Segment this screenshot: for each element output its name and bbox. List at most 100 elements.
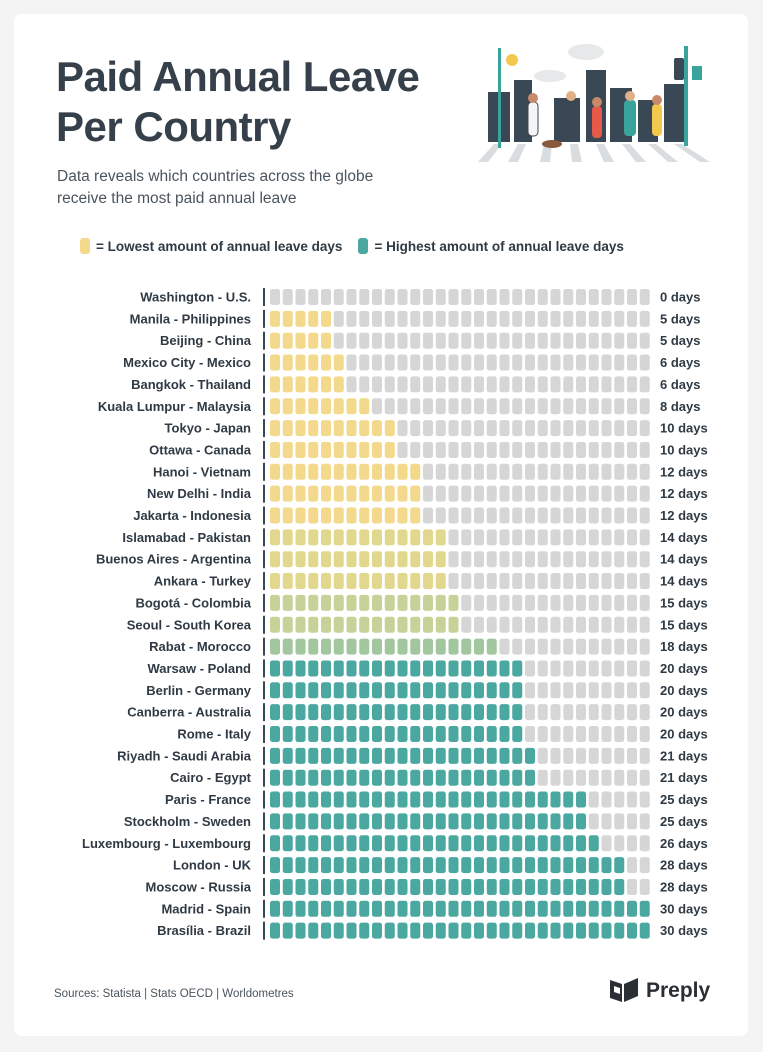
day-cell-empty xyxy=(537,354,548,371)
day-cell-filled xyxy=(321,463,331,480)
day-cell-empty xyxy=(601,835,612,852)
day-cell-filled xyxy=(410,594,421,611)
city-crosswalk-illustration xyxy=(478,44,710,162)
day-cell-empty xyxy=(627,813,637,830)
day-cell-filled xyxy=(435,791,446,808)
day-cell-filled xyxy=(435,573,446,590)
axis-tick xyxy=(263,550,265,569)
day-cell-filled xyxy=(397,747,408,764)
day-cell-empty xyxy=(588,485,599,502)
day-cell-filled xyxy=(282,485,293,502)
day-cell-filled xyxy=(576,922,586,939)
day-cell-filled xyxy=(397,704,408,721)
day-cell-empty xyxy=(627,747,637,764)
chart-row: Paris - France 25 days xyxy=(165,790,708,809)
day-cell-empty xyxy=(639,551,650,568)
axis-tick xyxy=(263,288,265,306)
chart-row: Luxembourg - Luxembourg 26 days xyxy=(82,834,708,853)
day-cell-empty xyxy=(525,310,535,327)
day-cell-empty xyxy=(614,791,625,808)
day-cell-empty xyxy=(601,332,612,349)
day-cell-empty xyxy=(372,354,382,371)
day-cell-filled xyxy=(372,747,382,764)
category-label: Islamabad - Pakistan xyxy=(122,530,251,545)
day-cell-empty xyxy=(627,420,637,437)
day-cell-empty xyxy=(512,616,523,633)
day-cell-filled xyxy=(282,835,293,852)
day-cell-filled xyxy=(512,857,523,874)
day-cell-filled xyxy=(588,835,599,852)
day-cell-filled xyxy=(346,900,357,917)
day-cell-empty xyxy=(537,420,548,437)
day-cell-filled xyxy=(333,354,344,371)
axis-tick xyxy=(263,834,265,853)
day-cell-empty xyxy=(614,529,625,546)
axis-tick xyxy=(263,309,265,328)
day-cell-empty xyxy=(588,332,599,349)
day-cell-empty xyxy=(474,441,484,458)
day-cell-filled xyxy=(372,573,382,590)
axis-tick xyxy=(263,746,265,765)
day-cell-filled xyxy=(321,878,331,895)
day-cell-filled xyxy=(333,594,344,611)
day-cell-filled xyxy=(435,769,446,786)
chart-row: Bangkok - Thailand 6 days xyxy=(131,375,700,394)
value-label: 30 days xyxy=(660,901,708,916)
day-cell-empty xyxy=(563,594,574,611)
day-cell-filled xyxy=(512,769,523,786)
chart-row: Seoul - South Korea 15 days xyxy=(127,615,708,634)
day-cell-empty xyxy=(627,441,637,458)
day-cell-filled xyxy=(397,878,408,895)
day-cell-empty xyxy=(588,529,599,546)
day-cell-empty xyxy=(627,878,637,895)
axis-tick xyxy=(263,812,265,831)
subtitle-line-1: Data reveals which countries across the … xyxy=(57,168,374,185)
chart-row: Ottawa - Canada 10 days xyxy=(149,440,708,459)
day-cell-filled xyxy=(397,726,408,742)
day-cell-filled xyxy=(397,551,408,568)
day-cell-empty xyxy=(359,310,370,327)
day-cell-filled xyxy=(499,660,510,677)
day-cell-filled xyxy=(410,682,421,699)
day-cell-filled xyxy=(372,813,382,830)
day-cell-filled xyxy=(372,529,382,546)
day-cell-empty xyxy=(423,398,433,415)
value-label: 20 days xyxy=(660,727,708,742)
day-cell-empty xyxy=(448,310,459,327)
day-cell-filled xyxy=(448,616,459,633)
legend-low-swatch xyxy=(80,238,90,254)
day-cell-filled xyxy=(346,747,357,764)
day-cell-filled xyxy=(346,704,357,721)
day-cell-filled xyxy=(308,726,319,742)
day-cell-filled xyxy=(308,485,319,502)
day-cell-filled xyxy=(448,791,459,808)
axis-tick xyxy=(263,899,265,918)
day-cell-filled xyxy=(346,878,357,895)
chart-row: Rome - Italy 20 days xyxy=(177,725,708,743)
day-cell-filled xyxy=(321,682,331,699)
day-cell-filled xyxy=(435,638,446,655)
day-cell-filled xyxy=(270,922,280,939)
day-cell-empty xyxy=(639,726,650,742)
day-cell-empty xyxy=(601,594,612,611)
category-label: Rome - Italy xyxy=(177,727,251,742)
day-cell-filled xyxy=(423,638,433,655)
day-cell-empty xyxy=(423,289,433,305)
axis-tick xyxy=(263,768,265,787)
day-cell-empty xyxy=(448,573,459,590)
day-cell-empty xyxy=(588,616,599,633)
day-cell-filled xyxy=(486,791,497,808)
day-cell-filled xyxy=(423,704,433,721)
day-cell-empty xyxy=(588,791,599,808)
day-cell-filled xyxy=(384,573,395,590)
day-cell-empty xyxy=(435,398,446,415)
chart-legend: = Lowest amount of annual leave days = H… xyxy=(80,236,640,256)
day-cell-empty xyxy=(588,638,599,655)
day-cell-empty xyxy=(550,332,561,349)
day-cell-filled xyxy=(410,922,421,939)
day-cell-empty xyxy=(499,398,510,415)
category-label: Ottawa - Canada xyxy=(149,442,252,457)
day-cell-filled xyxy=(333,878,344,895)
day-cell-filled xyxy=(423,857,433,874)
day-cell-filled xyxy=(295,857,306,874)
